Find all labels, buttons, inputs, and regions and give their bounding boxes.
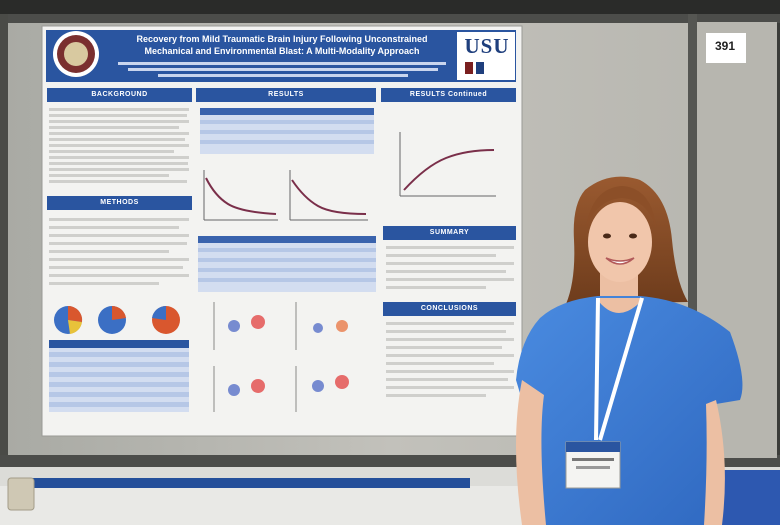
- left-arm: [516, 380, 546, 525]
- right-arm: [704, 400, 725, 525]
- top-frame-pole: [0, 14, 780, 23]
- poster: [41, 25, 523, 437]
- section-methods-header: [47, 196, 192, 210]
- dot-plots: [213, 302, 349, 412]
- frame-pole-right: [688, 14, 697, 464]
- tablecloth: [0, 486, 545, 525]
- blue-table-banner: [30, 478, 470, 488]
- frame-pole-left: [0, 14, 8, 464]
- section-results-continued-header: [381, 88, 516, 102]
- cup: [7, 477, 35, 511]
- board-number-card: [706, 33, 746, 63]
- section-conclusions-header: [383, 302, 516, 316]
- section-summary-header: [383, 226, 516, 240]
- results-table-middle: [198, 236, 376, 292]
- face: [588, 202, 652, 282]
- poster-header: [46, 30, 516, 82]
- line-plot-1: [203, 170, 278, 221]
- presenter: [516, 176, 743, 525]
- pie-charts: [54, 305, 180, 334]
- line-plot-3: [399, 132, 496, 197]
- line-plot-2: [289, 170, 368, 221]
- section-results-header: [196, 88, 376, 102]
- lanyard: [594, 297, 644, 441]
- section-background-header: [47, 88, 192, 102]
